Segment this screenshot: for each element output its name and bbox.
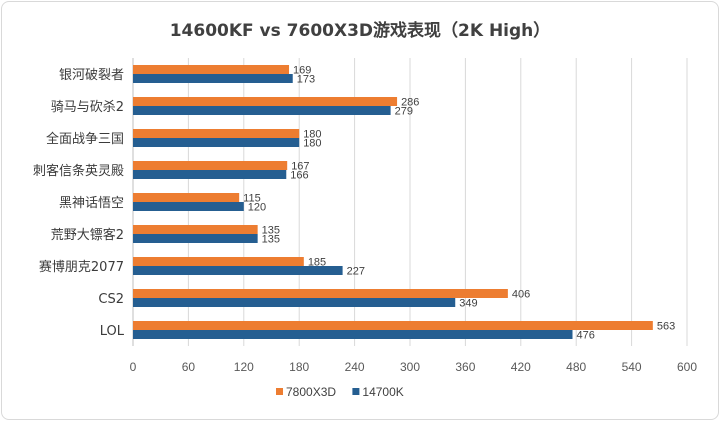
x-tick-label: 0 — [130, 360, 137, 374]
data-label: 349 — [459, 298, 477, 310]
bar-14700K — [133, 138, 300, 147]
category-label: LOL — [100, 324, 125, 339]
data-label: 563 — [657, 321, 675, 333]
x-tick-label: 540 — [622, 360, 642, 374]
category-label: CS2 — [98, 292, 124, 307]
category-label: 全面战争三国 — [46, 131, 124, 147]
category-label: 骑马与砍杀2 — [51, 100, 124, 115]
legend-label: 7800X3D — [286, 385, 336, 399]
bar-14700K — [133, 170, 287, 179]
x-tick-label: 120 — [234, 360, 254, 374]
data-label: 180 — [303, 138, 321, 150]
x-tick-label: 300 — [400, 360, 420, 374]
data-label: 169 — [293, 65, 311, 77]
data-label: 120 — [248, 202, 266, 214]
data-label: 115 — [243, 193, 261, 205]
bar-14700K — [133, 266, 343, 275]
x-tick-label: 240 — [345, 360, 365, 374]
bar-7800X3D — [133, 321, 653, 330]
chart-title: 14600KF vs 7600X3D游戏表现（2K High） — [170, 20, 551, 41]
data-label: 135 — [262, 234, 280, 246]
legend: 7800X3D 14700K — [276, 385, 404, 399]
bar-7800X3D — [133, 97, 398, 106]
data-label: 279 — [395, 106, 413, 118]
data-label: 185 — [308, 257, 326, 269]
category-label: 银河破裂者 — [59, 68, 124, 83]
x-axis-ticks: 0 60 120 180 240 300 360 420 480 540 600 — [130, 360, 698, 374]
data-label: 286 — [401, 97, 419, 109]
x-tick-label: 180 — [289, 360, 309, 374]
data-label: 167 — [291, 161, 309, 173]
x-tick-label: 60 — [182, 360, 196, 374]
legend-swatch — [352, 388, 360, 395]
category-label: 赛博朋克2077 — [39, 259, 124, 275]
x-tick-label: 420 — [511, 360, 531, 374]
x-tick-label: 360 — [455, 360, 475, 374]
bar-7800X3D — [133, 161, 288, 170]
data-label: 180 — [303, 129, 321, 141]
legend-label: 14700K — [362, 385, 403, 399]
bar-14700K — [133, 202, 244, 211]
bar-7800X3D — [133, 257, 304, 266]
bar-7800X3D — [133, 193, 240, 202]
category-label: 黑神话悟空 — [59, 196, 124, 211]
bar-7800X3D — [133, 129, 300, 138]
bar-7800X3D — [133, 289, 508, 298]
bar-7800X3D — [133, 225, 258, 234]
data-label: 135 — [262, 225, 280, 237]
bar-14700K — [133, 74, 293, 83]
category-label: 刺客信条英灵殿 — [33, 163, 124, 179]
bars — [133, 65, 653, 339]
category-label: 荒野大镖客2 — [51, 227, 124, 243]
data-label: 173 — [297, 74, 315, 86]
data-label: 227 — [347, 266, 365, 278]
bar-14700K — [133, 106, 391, 115]
bar-14700K — [133, 330, 573, 339]
x-tick-label: 480 — [566, 360, 586, 374]
bar-7800X3D — [133, 65, 290, 74]
bar-14700K — [133, 298, 456, 307]
data-label: 406 — [512, 289, 530, 301]
legend-swatch — [276, 388, 283, 395]
bar-14700K — [133, 234, 258, 243]
x-tick-label: 600 — [677, 360, 697, 374]
data-label: 476 — [577, 330, 595, 342]
data-label: 166 — [290, 170, 308, 182]
